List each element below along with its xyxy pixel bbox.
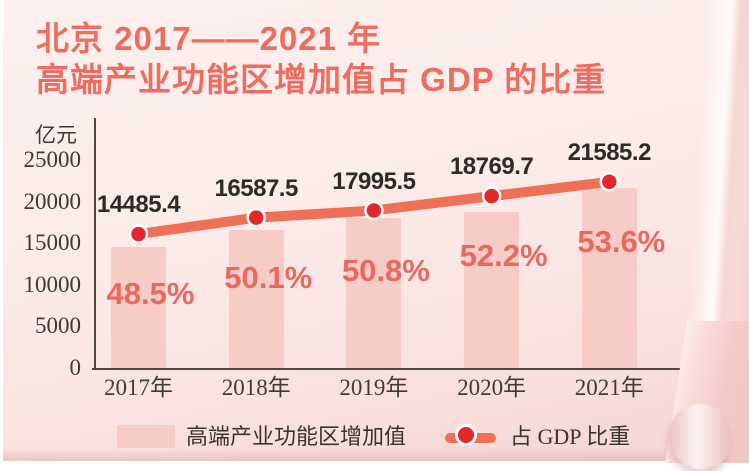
- x-axis-tick-label: 2020年: [457, 375, 527, 400]
- x-axis-tick-label: 2017年: [104, 375, 173, 400]
- x-axis-tick-label: 2021年: [574, 375, 644, 400]
- y-axis-line: [94, 118, 96, 370]
- y-axis-tick-label: 20000: [23, 188, 82, 214]
- y-axis-tick-label: 0: [69, 355, 82, 380]
- legend-bar-label: 高端产业功能区增加值: [186, 424, 407, 449]
- chart-title: 北京 2017——2021 年 高端产业功能区增加值占 GDP 的比重: [36, 18, 606, 100]
- line-point-2017年: [128, 224, 149, 244]
- x-axis-tick-label: 2018年: [221, 375, 291, 400]
- line-point-2020年: [481, 186, 502, 206]
- legend: 高端产业功能区增加值 占 GDP 比重: [3, 0, 749, 471]
- bar-value-label: 17995.5: [332, 167, 416, 195]
- bar-2018年: [228, 229, 284, 368]
- chart-title-line-2: 高端产业功能区增加值占 GDP 的比重: [36, 61, 607, 98]
- bar-value-label: 16587.5: [214, 174, 299, 202]
- legend-line-dot-icon: [455, 424, 477, 446]
- y-axis-tick-label: 5000: [35, 313, 81, 339]
- line-point-2018年: [246, 207, 266, 228]
- chart-plot-area: 0 5000 10000 15000 20000 25000 14485.4 16587.5 1…: [3, 0, 749, 471]
- bar-2019年: [346, 218, 402, 368]
- pct-label: 50.8%: [341, 252, 430, 288]
- legend-line-swatch: [445, 424, 496, 446]
- y-axis-tick-label: 15000: [23, 230, 82, 256]
- x-axis-tick-label: 2019年: [339, 375, 409, 400]
- gdp-share-line: [128, 172, 620, 244]
- bar-value-label: 18769.7: [449, 153, 534, 181]
- y-axis-tick-label: 25000: [23, 147, 82, 172]
- line-point-2019年: [364, 200, 384, 221]
- y-axis-tick-label: 10000: [23, 271, 82, 297]
- y-axis-unit-label: 亿元: [35, 123, 77, 147]
- chart-title-line-1: 北京 2017——2021 年: [36, 20, 382, 57]
- bar-2017年: [111, 247, 166, 368]
- bar-value-label: 21585.2: [567, 138, 652, 166]
- bar-2020年: [464, 211, 520, 368]
- bar-value-label: 14485.4: [96, 191, 181, 219]
- bar-2021年: [581, 188, 637, 368]
- x-axis-line: [92, 368, 690, 370]
- line-point-2021年: [599, 172, 620, 192]
- pct-label: 48.5%: [106, 276, 195, 312]
- pct-label: 52.2%: [459, 238, 548, 274]
- pct-label: 53.6%: [577, 223, 666, 259]
- infographic-page: 北京 2017——2021 年 高端产业功能区增加值占 GDP 的比重 亿元 0…: [3, 0, 749, 471]
- pct-label: 50.1%: [224, 259, 313, 295]
- legend-line-label: 占 GDP 比重: [510, 424, 631, 449]
- legend-bar-swatch: [117, 425, 175, 448]
